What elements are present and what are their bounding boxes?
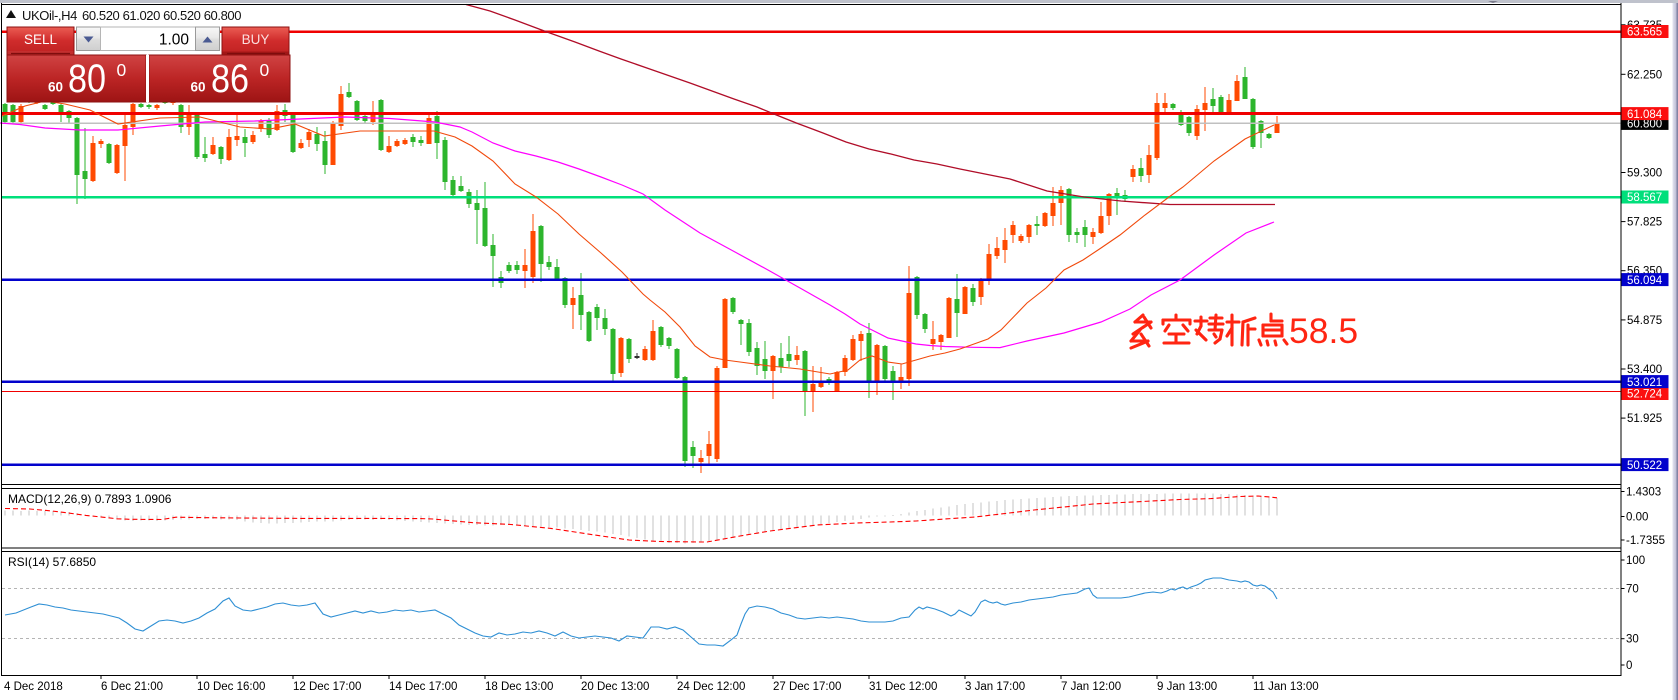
- svg-text:52.724: 52.724: [1627, 389, 1663, 401]
- svg-text:62.250: 62.250: [1627, 69, 1662, 81]
- svg-text:20 Dec 13:00: 20 Dec 13:00: [581, 681, 649, 693]
- svg-text:-1.7355: -1.7355: [1626, 535, 1665, 547]
- svg-text:100: 100: [1626, 555, 1645, 567]
- svg-text:51.925: 51.925: [1627, 413, 1662, 425]
- svg-text:24 Dec 12:00: 24 Dec 12:00: [677, 681, 745, 693]
- svg-text:0.00: 0.00: [1626, 512, 1648, 524]
- svg-text:1.4303: 1.4303: [1626, 487, 1661, 499]
- svg-text:SELL: SELL: [24, 32, 58, 47]
- svg-text:UKOil-,H4: UKOil-,H4: [22, 8, 77, 23]
- svg-text:60.800: 60.800: [1627, 119, 1662, 131]
- svg-text:0: 0: [117, 60, 127, 80]
- svg-text:9 Jan 13:00: 9 Jan 13:00: [1157, 681, 1217, 693]
- svg-text:18 Dec 13:00: 18 Dec 13:00: [485, 681, 553, 693]
- svg-text:80: 80: [68, 57, 106, 101]
- svg-text:58.5: 58.5: [1289, 311, 1358, 351]
- svg-text:27 Dec 17:00: 27 Dec 17:00: [773, 681, 841, 693]
- svg-text:86: 86: [211, 57, 249, 101]
- svg-text:11 Jan 13:00: 11 Jan 13:00: [1253, 681, 1319, 693]
- svg-text:56.094: 56.094: [1627, 275, 1663, 287]
- svg-text:10 Dec 16:00: 10 Dec 16:00: [197, 681, 265, 693]
- svg-text:RSI(14) 57.6850: RSI(14) 57.6850: [8, 555, 96, 569]
- svg-text:60: 60: [190, 80, 205, 95]
- svg-text:MACD(12,26,9) 0.7893 1.0906: MACD(12,26,9) 0.7893 1.0906: [8, 492, 172, 506]
- svg-text:4 Dec 2018: 4 Dec 2018: [4, 681, 63, 693]
- svg-text:57.825: 57.825: [1627, 217, 1662, 229]
- svg-text:0: 0: [260, 60, 270, 80]
- svg-text:1.00: 1.00: [159, 32, 190, 49]
- svg-text:58.567: 58.567: [1627, 192, 1662, 204]
- svg-text:63.565: 63.565: [1627, 27, 1662, 39]
- svg-text:60: 60: [48, 80, 63, 95]
- svg-text:0: 0: [1626, 660, 1632, 672]
- svg-text:6 Dec 21:00: 6 Dec 21:00: [101, 681, 163, 693]
- svg-text:70: 70: [1626, 584, 1639, 596]
- svg-text:30: 30: [1626, 634, 1639, 646]
- svg-text:60.520 61.020 60.520 60.800: 60.520 61.020 60.520 60.800: [82, 8, 241, 23]
- svg-text:31 Dec 12:00: 31 Dec 12:00: [869, 681, 937, 693]
- svg-text:61.084: 61.084: [1627, 109, 1663, 121]
- svg-text:BUY: BUY: [242, 32, 270, 47]
- svg-text:7 Jan 12:00: 7 Jan 12:00: [1061, 681, 1121, 693]
- svg-text:53.400: 53.400: [1627, 364, 1662, 376]
- svg-text:59.300: 59.300: [1627, 168, 1662, 180]
- svg-text:14 Dec 17:00: 14 Dec 17:00: [389, 681, 457, 693]
- svg-text:54.875: 54.875: [1627, 315, 1662, 327]
- svg-text:50.522: 50.522: [1627, 460, 1662, 472]
- svg-text:3 Jan 17:00: 3 Jan 17:00: [965, 681, 1025, 693]
- svg-text:12 Dec 17:00: 12 Dec 17:00: [293, 681, 361, 693]
- svg-text:53.021: 53.021: [1627, 377, 1662, 389]
